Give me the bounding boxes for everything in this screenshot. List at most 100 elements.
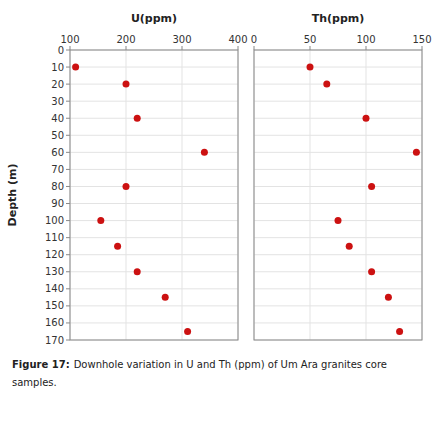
grid-line	[254, 203, 422, 204]
scatter-point	[396, 328, 403, 335]
tick-mark	[126, 46, 127, 50]
y-tick-label: 110	[45, 232, 64, 243]
scatter-point	[323, 81, 330, 88]
tick-mark	[66, 67, 70, 68]
grid-line	[254, 237, 422, 238]
y-tick-label: 50	[51, 130, 64, 141]
y-tick-label: 80	[51, 181, 64, 192]
tick-mark	[66, 50, 70, 51]
grid-line	[254, 67, 422, 68]
tick-mark	[66, 101, 70, 102]
scatter-point	[307, 64, 314, 71]
grid-line	[254, 186, 422, 187]
grid-line	[126, 50, 127, 340]
x-tick-label: 200	[116, 34, 135, 45]
grid-line	[254, 135, 422, 136]
grid-line	[70, 271, 238, 272]
grid-line	[70, 322, 238, 323]
grid-line	[254, 152, 422, 153]
grid-line	[254, 118, 422, 119]
scatter-point	[335, 217, 342, 224]
tick-mark	[66, 322, 70, 323]
grid-line	[70, 254, 238, 255]
tick-mark	[66, 220, 70, 221]
x-axis-label: Th(ppm)	[312, 12, 365, 25]
y-tick-label: 70	[51, 164, 64, 175]
tick-mark	[182, 46, 183, 50]
grid-line	[182, 50, 183, 340]
tick-mark	[310, 46, 311, 50]
panel: 050100150Th(ppm)	[251, 12, 432, 340]
x-tick-label: 100	[356, 34, 375, 45]
grid-line	[254, 101, 422, 102]
tick-mark	[66, 271, 70, 272]
grid-line	[70, 135, 238, 136]
grid-line	[366, 50, 367, 340]
y-tick-label: 40	[51, 113, 64, 124]
tick-mark	[422, 46, 423, 50]
x-tick-label: 400	[228, 34, 247, 45]
scatter-point	[201, 149, 208, 156]
tick-mark	[66, 169, 70, 170]
grid-line	[70, 220, 238, 221]
scatter-point	[123, 81, 130, 88]
grid-line	[70, 305, 238, 306]
tick-mark	[238, 46, 239, 50]
tick-mark	[66, 84, 70, 85]
tick-mark	[66, 288, 70, 289]
panel: 1002003004000102030405060708090100110120…	[6, 12, 248, 346]
grid-line	[70, 169, 238, 170]
grid-line	[254, 254, 422, 255]
scatter-point	[72, 64, 79, 71]
scatter-point	[97, 217, 104, 224]
points	[72, 64, 208, 335]
y-tick-label: 150	[45, 300, 64, 311]
y-tick-label: 120	[45, 249, 64, 260]
tick-mark	[254, 46, 255, 50]
y-tick-label: 100	[45, 215, 64, 226]
tick-mark	[66, 118, 70, 119]
tick-mark	[66, 135, 70, 136]
x-tick-label: 100	[60, 34, 79, 45]
grid-line	[70, 67, 238, 68]
tick-mark	[66, 237, 70, 238]
grid-line	[70, 186, 238, 187]
grid-line	[70, 152, 238, 153]
x-tick-label: 300	[172, 34, 191, 45]
caption-bold: Figure 17:	[12, 359, 70, 370]
scatter-point	[346, 243, 353, 250]
scatter-point	[368, 268, 375, 275]
grid-line	[310, 50, 311, 340]
scatter-point	[385, 294, 392, 301]
caption-text: Downhole variation in U and Th (ppm) of …	[74, 359, 387, 370]
scatter-point	[368, 183, 375, 190]
tick-mark	[66, 152, 70, 153]
scatter-point	[363, 115, 370, 122]
scatter-point	[184, 328, 191, 335]
scatter-point	[134, 268, 141, 275]
y-tick-label: 140	[45, 283, 64, 294]
y-tick-label: 20	[51, 79, 64, 90]
y-tick-label: 30	[51, 96, 64, 107]
grid-line	[70, 118, 238, 119]
plot-frame	[70, 50, 238, 340]
grid-line	[254, 169, 422, 170]
scatter-point	[114, 243, 121, 250]
caption: Figure 17: Downhole variation in U and Th…	[12, 359, 387, 370]
scatter-point	[123, 183, 130, 190]
y-tick-label: 60	[51, 147, 64, 158]
grid-line	[254, 84, 422, 85]
caption-text: samples.	[12, 377, 57, 388]
tick-mark	[66, 203, 70, 204]
y-tick-label: 170	[45, 335, 64, 346]
grid-line	[70, 101, 238, 102]
y-tick-label: 90	[51, 198, 64, 209]
x-axis-label: U(ppm)	[131, 12, 177, 25]
tick-mark	[66, 254, 70, 255]
scatter-point	[413, 149, 420, 156]
tick-mark	[70, 46, 71, 50]
scatter-point	[162, 294, 169, 301]
y-axis-label: Depth (m)	[6, 164, 19, 227]
plot-frame	[254, 50, 422, 340]
chart: 1002003004000102030405060708090100110120…	[0, 0, 437, 426]
